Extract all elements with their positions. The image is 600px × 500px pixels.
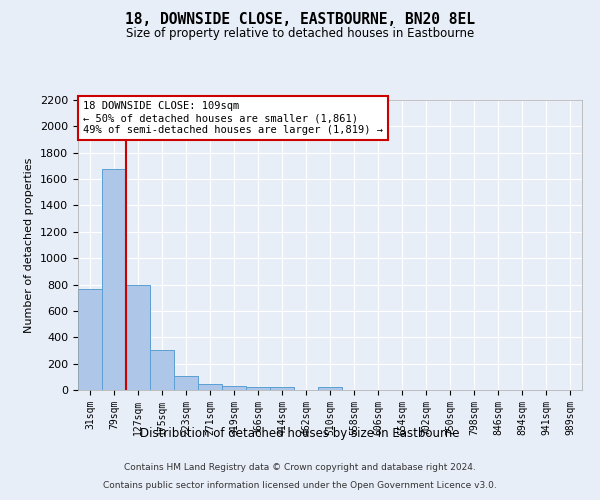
Bar xyxy=(246,387,270,390)
Text: Contains HM Land Registry data © Crown copyright and database right 2024.: Contains HM Land Registry data © Crown c… xyxy=(124,464,476,472)
Text: 18, DOWNSIDE CLOSE, EASTBOURNE, BN20 8EL: 18, DOWNSIDE CLOSE, EASTBOURNE, BN20 8EL xyxy=(125,12,475,28)
Bar xyxy=(222,386,246,390)
Bar xyxy=(318,387,342,390)
Bar xyxy=(198,384,222,390)
Bar xyxy=(270,388,294,390)
Bar xyxy=(174,376,198,390)
Bar xyxy=(78,288,102,390)
Text: Size of property relative to detached houses in Eastbourne: Size of property relative to detached ho… xyxy=(126,28,474,40)
Text: Distribution of detached houses by size in Eastbourne: Distribution of detached houses by size … xyxy=(140,428,460,440)
Text: 18 DOWNSIDE CLOSE: 109sqm
← 50% of detached houses are smaller (1,861)
49% of se: 18 DOWNSIDE CLOSE: 109sqm ← 50% of detac… xyxy=(83,102,383,134)
Bar xyxy=(150,350,174,390)
Text: Contains public sector information licensed under the Open Government Licence v3: Contains public sector information licen… xyxy=(103,481,497,490)
Bar xyxy=(102,168,126,390)
Y-axis label: Number of detached properties: Number of detached properties xyxy=(25,158,34,332)
Bar xyxy=(126,284,150,390)
